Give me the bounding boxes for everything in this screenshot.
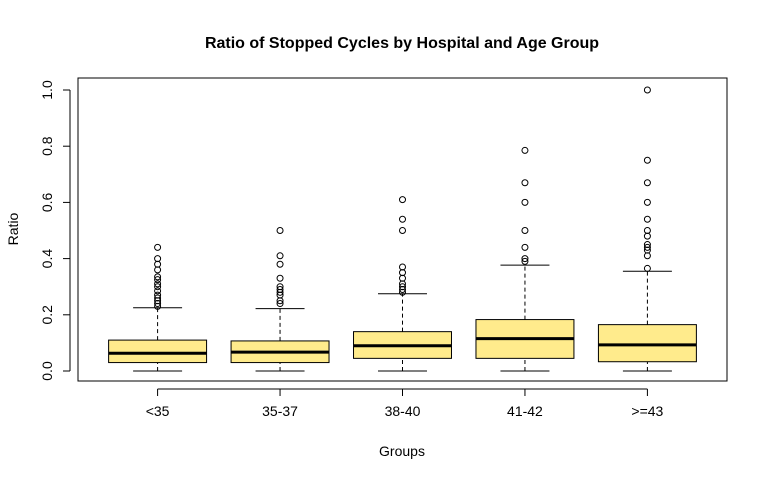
outlier-point — [521, 198, 529, 206]
outlier-point — [643, 86, 651, 94]
outlier-point — [643, 252, 651, 260]
outlier-point — [643, 264, 651, 272]
outlier-point — [399, 215, 406, 223]
plot-frame — [77, 77, 728, 382]
outlier-point — [276, 252, 284, 260]
box-group-41-42 — [475, 146, 575, 372]
y-tick-label: 0.2 — [39, 305, 55, 325]
outlier-point — [276, 283, 284, 291]
box — [108, 339, 208, 364]
x-axis: <35 35-37 38-40 41-42 >=43 — [146, 388, 664, 419]
outlier-point — [154, 243, 162, 251]
x-tick-label: 38-40 — [385, 403, 421, 419]
outlier-point — [399, 263, 406, 271]
outlier-point — [154, 266, 162, 274]
outlier-point — [643, 198, 651, 206]
outlier-point — [154, 283, 162, 291]
outlier-point — [643, 227, 651, 234]
outlier-point — [399, 196, 406, 204]
y-tick-label: 1.0 — [39, 80, 55, 100]
outlier-point — [276, 300, 284, 308]
outlier-point — [643, 243, 651, 251]
outlier-point — [521, 227, 529, 234]
box-series — [108, 86, 697, 372]
box-group-35-37 — [230, 227, 330, 372]
y-axis: 0.0 0.2 0.4 0.6 0.8 1.0 — [39, 80, 71, 381]
outlier-point — [154, 255, 162, 263]
outlier-point — [643, 179, 651, 187]
outlier-point — [154, 294, 162, 302]
outlier-point — [399, 283, 406, 291]
outlier-point — [154, 291, 162, 299]
y-tick-label: 0.0 — [39, 361, 55, 381]
outlier-point — [276, 286, 284, 294]
box-group-<35 — [108, 243, 208, 372]
outlier-point — [399, 269, 406, 277]
outlier-point — [643, 156, 651, 164]
outlier-point — [154, 280, 162, 288]
outlier-point — [154, 276, 162, 284]
chart-title: Ratio of Stopped Cycles by Hospital and … — [205, 35, 599, 52]
box-group-38-40 — [353, 196, 452, 372]
y-axis-label: Ratio — [5, 212, 21, 245]
outlier-point — [276, 274, 284, 282]
outlier-point — [521, 146, 529, 154]
outlier-point — [276, 260, 284, 268]
x-axis-label: Groups — [379, 443, 425, 459]
outlier-point — [521, 243, 529, 251]
outlier-point — [521, 179, 529, 187]
outlier-point — [154, 260, 162, 268]
outlier-point — [643, 241, 651, 249]
outlier-point — [276, 227, 284, 234]
outlier-point — [154, 273, 162, 281]
outlier-point — [154, 287, 162, 295]
box-group->=43 — [597, 86, 697, 372]
outlier-point — [399, 274, 406, 282]
x-tick-label: >=43 — [631, 403, 663, 419]
y-tick-label: 0.4 — [39, 249, 55, 269]
x-tick-label: 41-42 — [507, 403, 543, 419]
y-tick-label: 0.8 — [39, 136, 55, 156]
box — [597, 324, 697, 363]
outlier-point — [399, 227, 406, 234]
x-tick-label: <35 — [146, 403, 170, 419]
x-tick-label: 35-37 — [262, 403, 298, 419]
outlier-point — [521, 257, 529, 265]
y-tick-label: 0.6 — [39, 192, 55, 212]
outlier-point — [643, 232, 651, 240]
outlier-point — [521, 255, 529, 263]
outlier-point — [643, 215, 651, 223]
